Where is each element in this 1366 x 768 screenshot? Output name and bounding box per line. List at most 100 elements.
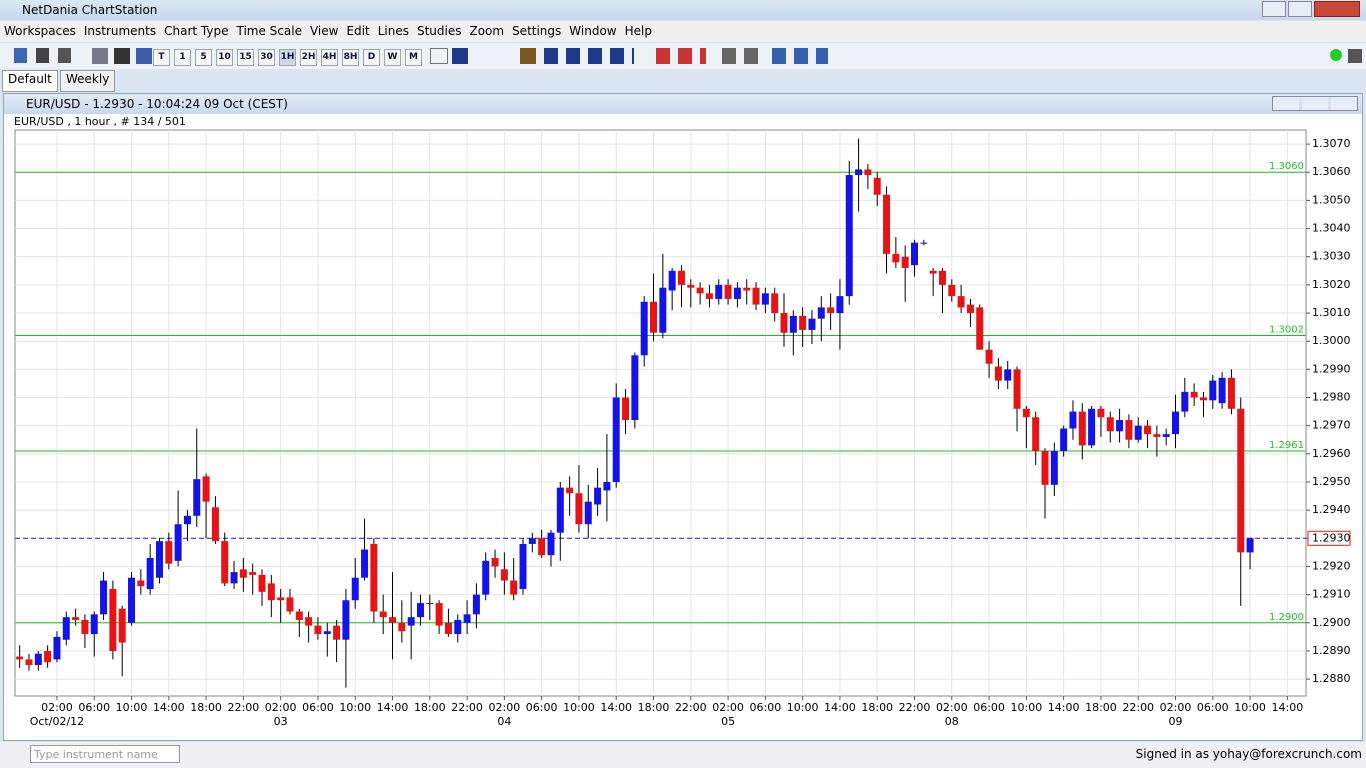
candle-body (622, 397, 630, 421)
menu-item[interactable]: View (309, 24, 339, 38)
candle-body (295, 611, 303, 620)
candle-body (370, 543, 378, 612)
icon[interactable] (58, 48, 71, 63)
candle-body (100, 580, 108, 615)
x-tick-label: 14:00 (1272, 701, 1304, 714)
drawing-tools (430, 48, 830, 64)
candle-body (1134, 425, 1142, 440)
x-tick-label: 06:00 (973, 701, 1005, 714)
candle-body (761, 293, 769, 305)
chart-subtitle: EUR/USD , 1 hour , # 134 / 501 (14, 115, 186, 128)
icon[interactable] (656, 48, 706, 64)
candle-body (1097, 408, 1105, 418)
x-tick-label: 22:00 (1122, 701, 1154, 714)
timeframe-button[interactable]: 1H (279, 49, 296, 66)
x-tick-label: 22:00 (451, 701, 483, 714)
candle-body (827, 307, 835, 314)
candle-body (1153, 434, 1161, 437)
candle-body (1144, 425, 1152, 435)
menu-item[interactable]: Window (569, 24, 617, 38)
timeframe-button[interactable]: 30 (258, 49, 275, 66)
icon[interactable] (544, 48, 634, 64)
timeframe-button[interactable]: 2H (300, 49, 317, 66)
timeframe-button[interactable]: 1 (174, 49, 191, 66)
icon[interactable] (520, 48, 536, 64)
timeframe-button[interactable]: D (363, 49, 380, 66)
y-tick-label: 1.3060 (1312, 165, 1351, 178)
x-tick-label: 06:00 (302, 701, 334, 714)
candle-body (1050, 451, 1058, 485)
menu-item[interactable]: Help (624, 24, 652, 38)
timeframe-button[interactable]: M (405, 49, 422, 66)
candle-body (985, 349, 993, 364)
menu-item[interactable]: Edit (346, 24, 370, 38)
timeframe-button[interactable]: W (384, 49, 401, 66)
x-tick-label: 06:00 (78, 701, 110, 714)
icon[interactable] (114, 48, 130, 64)
icon[interactable] (92, 48, 108, 64)
menu-item[interactable]: Workspaces (4, 24, 76, 38)
menu-item[interactable]: Studies (416, 24, 462, 38)
line-label: 1.2961 (1269, 440, 1304, 451)
icon[interactable] (772, 48, 828, 64)
icon[interactable] (452, 48, 468, 64)
candle-body (202, 476, 210, 502)
candle-body (407, 617, 415, 626)
workspace-tab[interactable]: Default (2, 70, 58, 92)
timeframe-button[interactable]: 15 (237, 49, 254, 66)
candle-body (538, 538, 546, 556)
menu-item[interactable]: Settings (512, 24, 562, 38)
candle-body (705, 293, 713, 299)
chart-window-title-bar: EUR/USD - 1.2930 - 10:04:24 09 Oct (CEST… (4, 94, 1362, 114)
candle-body (53, 636, 61, 660)
candle-body (454, 619, 462, 635)
chart: EUR/USD , 1 hour , # 134 / 501 1.2880 1.2… (14, 115, 1351, 728)
timeframe-button[interactable]: 5 (195, 49, 212, 66)
timeframe-button[interactable]: 4H (321, 49, 338, 66)
candle-body (1209, 380, 1217, 401)
x-tick-label: 02:00 (712, 701, 744, 714)
menu-item[interactable]: Zoom (469, 24, 505, 38)
maximize[interactable] (1288, 1, 1312, 17)
file-tools (14, 48, 154, 64)
connection-status (1330, 49, 1342, 61)
menu-item[interactable]: Instruments (83, 24, 157, 38)
menu-item[interactable]: Lines (377, 24, 409, 38)
y-tick-label: 1.3040 (1312, 222, 1351, 235)
menu-item[interactable]: Chart Type (164, 24, 229, 38)
minimize[interactable] (1262, 1, 1286, 17)
icon[interactable] (1348, 49, 1362, 63)
candle-body (165, 541, 173, 564)
tab-bar: Default Weekly (0, 70, 1366, 92)
window-controls[interactable] (1272, 96, 1358, 111)
icon[interactable] (136, 48, 152, 64)
x-tick-label: 14:00 (600, 701, 632, 714)
window-controls[interactable] (1262, 1, 1362, 17)
y-tick-label: 1.2910 (1312, 588, 1351, 601)
icon[interactable] (36, 48, 49, 63)
timeframe-button[interactable]: 8H (342, 49, 359, 66)
icon[interactable] (14, 48, 27, 63)
candle-body (575, 493, 583, 525)
candle-body (547, 532, 555, 556)
close[interactable] (1314, 1, 1360, 17)
status-bar: Type instrument name Signed in as yohay@… (0, 742, 1366, 768)
candle-body (16, 656, 24, 660)
candle-body (491, 558, 499, 567)
x-tick-label: 10:00 (1011, 701, 1043, 714)
candle-body (752, 287, 760, 305)
instrument-search[interactable]: Type instrument name (30, 745, 180, 763)
timeframe-button[interactable]: T (153, 49, 170, 66)
candle-body (109, 588, 117, 651)
icon[interactable] (430, 48, 448, 64)
candle-body (855, 169, 863, 176)
x-date-label: 09 (1169, 715, 1183, 728)
candle-body (724, 284, 732, 299)
workspace-tab[interactable]: Weekly (60, 70, 116, 92)
icon[interactable] (722, 48, 762, 64)
menu-item[interactable]: Time Scale (236, 24, 302, 38)
timeframe-button[interactable]: 10 (216, 49, 233, 66)
candle-body (1041, 451, 1049, 485)
candle-body (221, 541, 229, 584)
